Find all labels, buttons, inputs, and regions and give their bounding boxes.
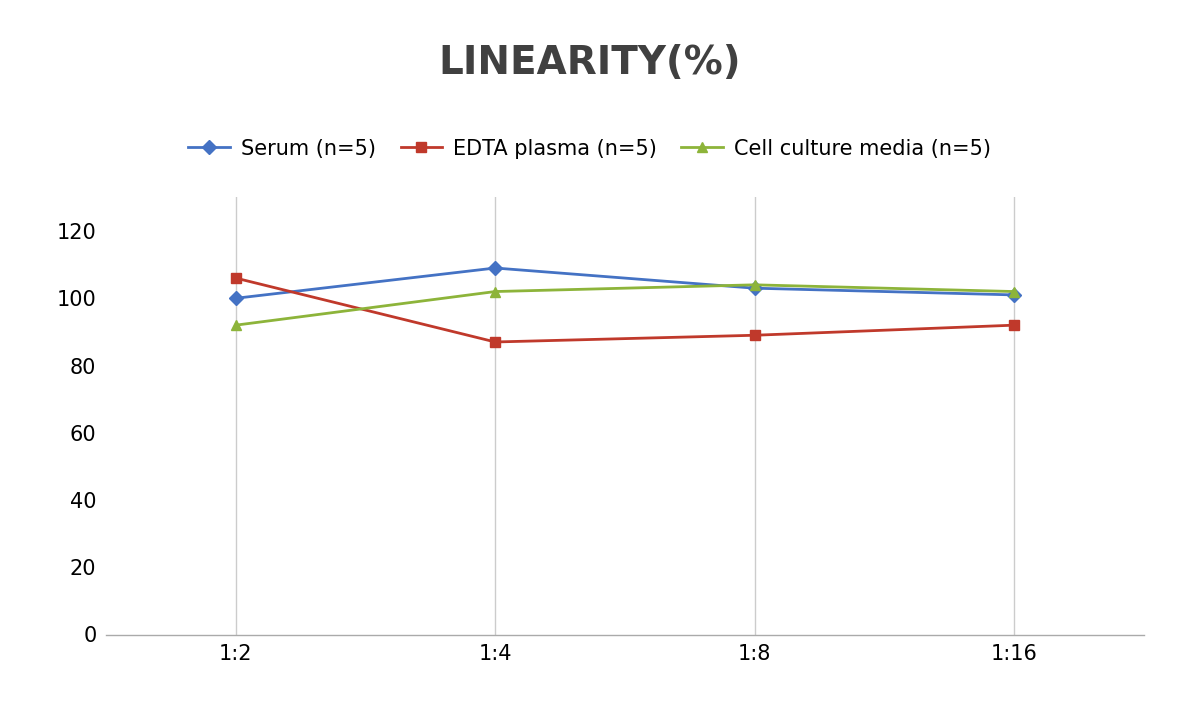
Serum (n=5)	[1007, 290, 1021, 299]
EDTA plasma (n=5)	[747, 331, 762, 340]
EDTA plasma (n=5)	[229, 274, 243, 282]
EDTA plasma (n=5)	[1007, 321, 1021, 329]
Cell culture media (n=5)	[488, 288, 502, 296]
Cell culture media (n=5)	[747, 281, 762, 289]
Line: Serum (n=5): Serum (n=5)	[231, 263, 1019, 303]
Text: LINEARITY(%): LINEARITY(%)	[439, 44, 740, 82]
Legend: Serum (n=5), EDTA plasma (n=5), Cell culture media (n=5): Serum (n=5), EDTA plasma (n=5), Cell cul…	[180, 130, 999, 167]
Serum (n=5)	[488, 264, 502, 272]
Line: Cell culture media (n=5): Cell culture media (n=5)	[231, 280, 1019, 330]
Serum (n=5)	[229, 294, 243, 302]
Line: EDTA plasma (n=5): EDTA plasma (n=5)	[231, 274, 1019, 347]
Cell culture media (n=5)	[229, 321, 243, 329]
Serum (n=5)	[747, 284, 762, 293]
EDTA plasma (n=5)	[488, 338, 502, 346]
Cell culture media (n=5)	[1007, 288, 1021, 296]
